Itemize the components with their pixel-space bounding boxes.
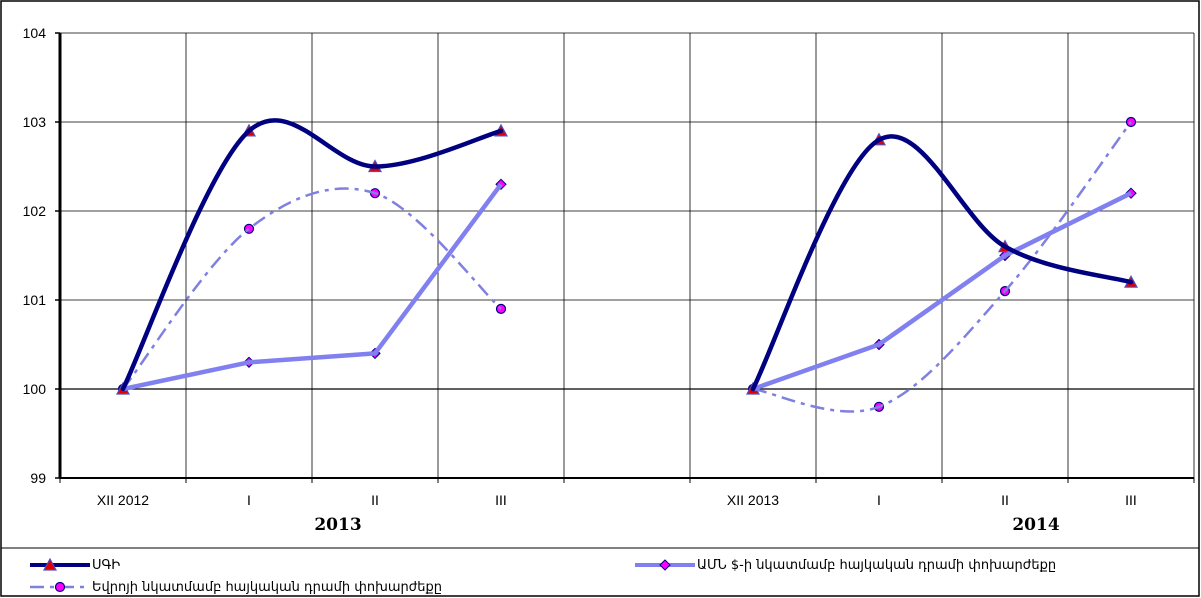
y-tick-label: 104: [23, 25, 47, 41]
x-tick-label: XII 2012: [97, 492, 149, 508]
y-tick-label: 99: [30, 470, 46, 486]
legend-item-eur: Եվրոյի նկատմամբ հայկական դրամի փոխարժեքը: [30, 580, 442, 595]
series-line-eur: [122, 187, 502, 390]
legend-item-cpi: ՍԳԻ: [30, 557, 120, 573]
legend-marker-shape: [42, 557, 58, 571]
legend-marker-shape: [659, 559, 671, 571]
legend-marker-usd: [659, 559, 671, 571]
legend-marker-eur: [54, 581, 66, 593]
series-layer: [115, 116, 1139, 413]
legend: ՍԳԻ ԱՄՆ $-ի նկատմամբ հայկական դրամի փոխա…: [30, 557, 1056, 595]
series-line-usd: [752, 191, 1132, 392]
x-tick-label: II: [1001, 492, 1009, 508]
legend-label-eur: Եվրոյի նկատմամբ հայկական դրամի փոխարժեքը: [92, 580, 442, 595]
y-tick-label: 101: [23, 292, 47, 308]
grid: [60, 32, 1195, 478]
x-tick-label: XII 2013: [727, 492, 779, 508]
series-line-eur: [752, 121, 1133, 413]
series-line-cpi: [750, 134, 1134, 392]
series-line-usd: [122, 182, 503, 392]
point-eur: [243, 223, 255, 234]
year-label-2014: 2014: [1012, 515, 1059, 535]
x-tick-label: I: [247, 492, 251, 508]
legend-label-cpi: ՍԳԻ: [92, 558, 120, 573]
series-line-cpi: [120, 118, 504, 392]
legend-marker-cpi: [42, 557, 58, 571]
legend-marker-shape: [54, 581, 66, 593]
y-tick-label: 103: [23, 114, 47, 130]
legend-label-usd: ԱՄՆ $-ի նկատմամբ հայկական դրամի փոխարժեք…: [697, 558, 1056, 573]
x-tick-label: II: [371, 492, 379, 508]
y-tick-label: 102: [23, 203, 47, 219]
x-tick-label: I: [877, 492, 881, 508]
y-tick-label: 100: [23, 381, 47, 397]
axes: [55, 32, 1195, 483]
x-tick-label: III: [495, 492, 507, 508]
year-label-2013: 2013: [314, 515, 361, 535]
x-tick-label: III: [1125, 492, 1137, 508]
legend-item-usd: ԱՄՆ $-ի նկատմամբ հայկական դրամի փոխարժեք…: [635, 558, 1056, 573]
